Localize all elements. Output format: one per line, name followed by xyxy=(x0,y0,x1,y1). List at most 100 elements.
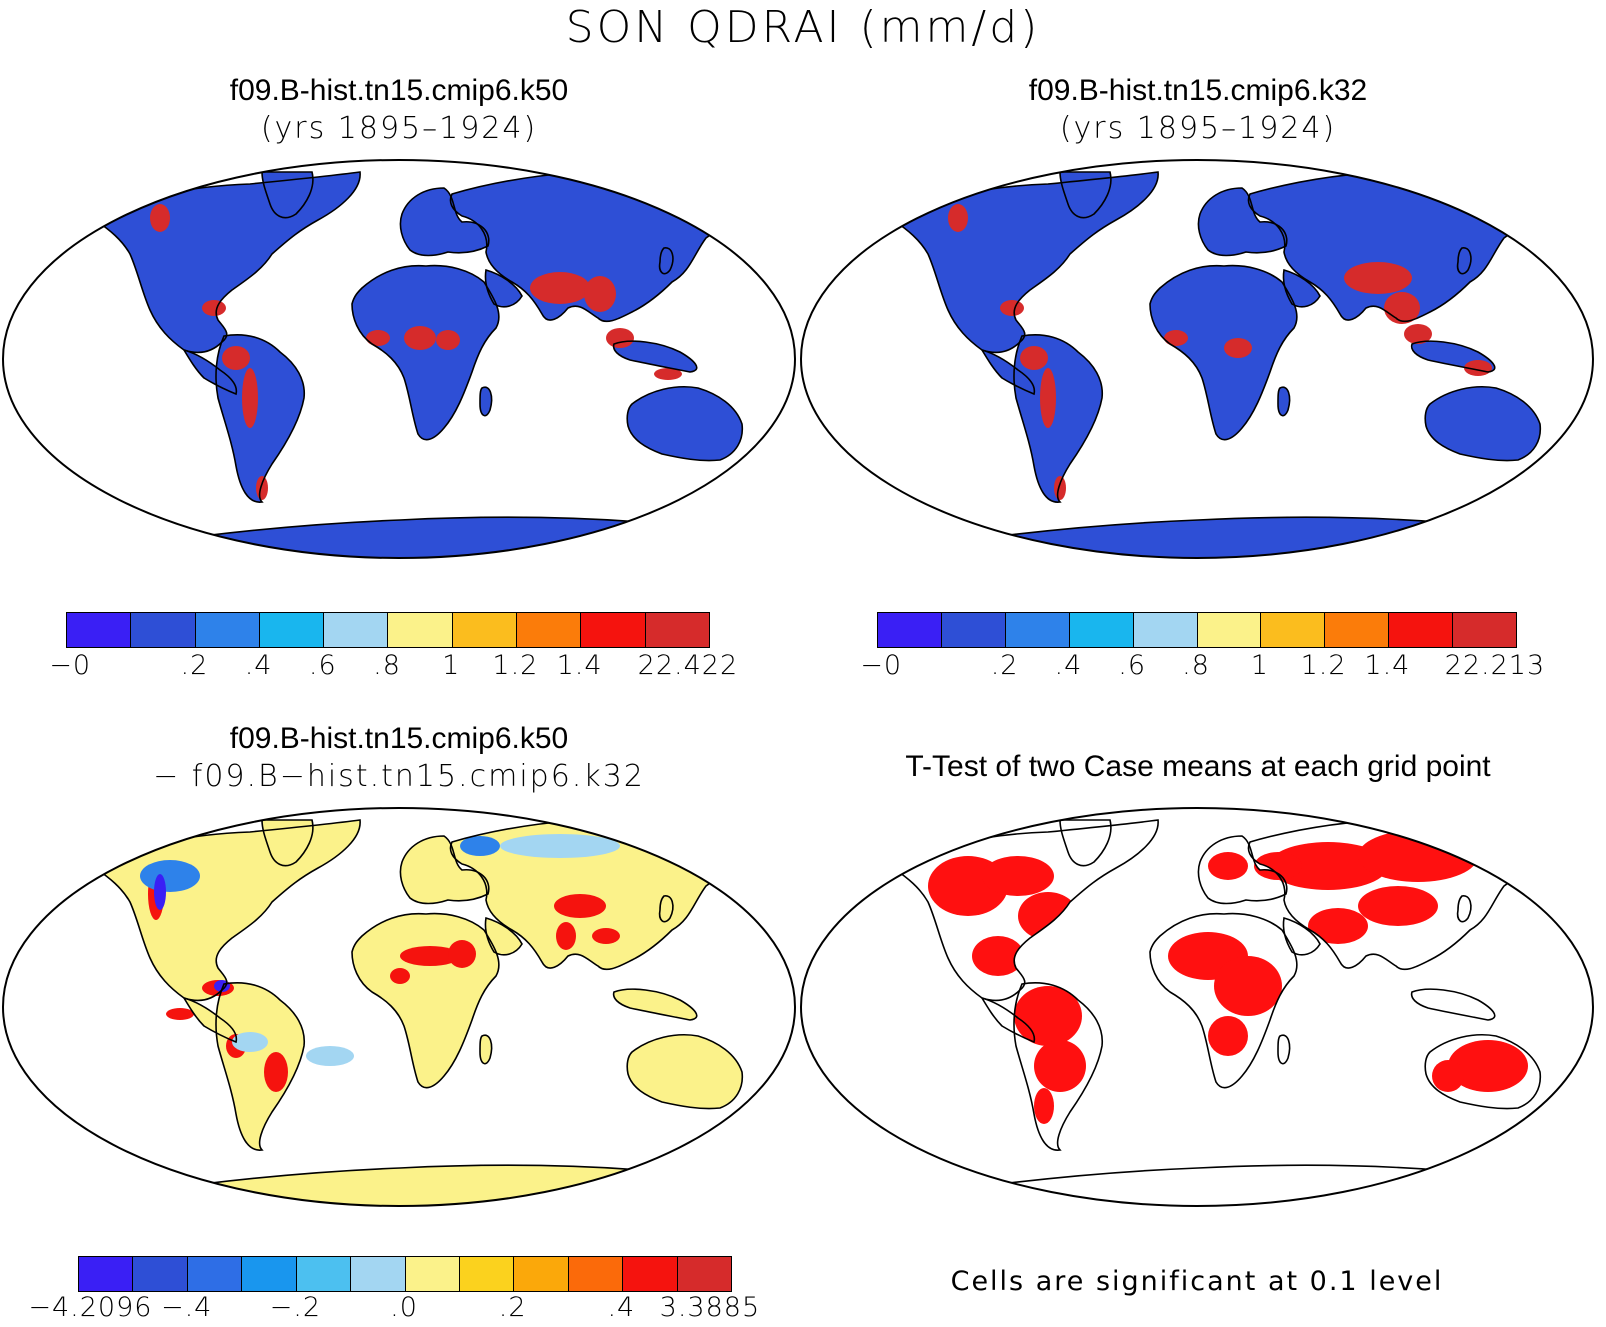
coastline-north-america xyxy=(891,171,1159,354)
land-north-america xyxy=(893,172,1159,353)
significant-cell xyxy=(1432,1060,1464,1092)
high-value-region xyxy=(166,1008,194,1020)
colorbar-swatch xyxy=(79,1257,134,1291)
land-madagascar xyxy=(480,387,492,416)
map-border xyxy=(800,159,1594,559)
land-japan xyxy=(659,247,673,274)
coastline-se-asia-islands xyxy=(1410,340,1496,373)
coastline-europe xyxy=(399,187,490,257)
land-greenland xyxy=(1060,172,1111,218)
colorbar-swatch xyxy=(459,1257,515,1291)
coastline-madagascar xyxy=(1277,1034,1291,1065)
colorbar-tick-label: −.4 xyxy=(160,1292,213,1323)
colorbar-swatch xyxy=(259,613,325,647)
figure-title: SON QDRAI (mm/d) xyxy=(565,2,1041,53)
coastline-greenland xyxy=(261,819,314,867)
map-k50 xyxy=(2,159,796,559)
significant-cell xyxy=(1208,852,1248,880)
colorbar-tick-label: 22.213 xyxy=(1444,650,1546,681)
land-antarctica xyxy=(948,1165,1550,1206)
land-south-america xyxy=(1014,334,1103,503)
high-value-region xyxy=(256,476,268,500)
colorbar-swatch xyxy=(581,613,646,647)
colorbar-tick-label: .4 xyxy=(607,1292,636,1323)
colorbar-swatch xyxy=(1261,613,1326,647)
colorbar-tick-label: .2 xyxy=(990,650,1019,681)
significance-note: Cells are significant at 0.1 level xyxy=(950,1266,1444,1297)
colorbar-swatch xyxy=(1069,613,1134,647)
map-diff xyxy=(2,807,796,1207)
coastline-south-america xyxy=(215,334,305,503)
land-south-america xyxy=(216,334,305,503)
colorbar-swatch xyxy=(568,1257,624,1291)
panel-k50-title-line2: (yrs 1895–1924) xyxy=(260,111,538,146)
coastline-new-zealand xyxy=(752,1091,765,1118)
colorbar-swatch xyxy=(1325,613,1390,647)
high-value-region xyxy=(400,946,460,966)
coastline-madagascar xyxy=(1277,386,1291,417)
high-value-region xyxy=(448,940,476,968)
colorbar-swatch xyxy=(242,1257,297,1291)
high-value-region xyxy=(1224,338,1252,358)
colorbar-tick-label: −4.2096 xyxy=(28,1292,153,1323)
land-madagascar xyxy=(480,1035,492,1064)
coastline-europe xyxy=(1197,187,1288,257)
low-value-region xyxy=(232,1032,268,1052)
land-australia xyxy=(1425,386,1541,461)
high-value-region xyxy=(592,928,620,944)
high-value-region xyxy=(202,300,226,316)
colorbar-tick-label: 1.2 xyxy=(1300,650,1347,681)
colorbar-swatch xyxy=(517,613,582,647)
coastline-north-america xyxy=(93,819,361,1002)
colorbar-tick-label: .6 xyxy=(308,650,337,681)
colorbar-tick-label: .2 xyxy=(498,1292,527,1323)
land-arabia xyxy=(485,270,522,307)
land-greenland xyxy=(262,172,313,218)
coastline-south-america xyxy=(1013,334,1103,503)
coastline-south-america xyxy=(1013,982,1103,1151)
land-japan xyxy=(1457,247,1471,274)
colorbar-tick-label: 1 xyxy=(1250,650,1269,681)
coastline-africa xyxy=(1149,264,1298,441)
colorbar-swatch xyxy=(623,1257,678,1291)
panel-k50-title: f09.B-hist.tn15.cmip6.k50 (yrs 1895–1924… xyxy=(0,72,798,148)
colorbar-swatch xyxy=(941,613,1006,647)
colorbar-tick-label: 1.4 xyxy=(556,650,603,681)
land-se-asia-islands xyxy=(1411,989,1495,1020)
significant-cell xyxy=(1308,908,1368,944)
land-japan xyxy=(1457,895,1471,922)
land-antarctica xyxy=(150,517,752,558)
panel-diff-title-line2: − f09.B−hist.tn15.cmip6.k32 xyxy=(153,759,645,794)
coastline-central-america xyxy=(182,996,238,1044)
high-value-region xyxy=(150,204,170,232)
colorbar-k50-labels: −0 .2 .4 .6 .8 1 1.2 1.4 22.422 xyxy=(49,650,737,684)
high-value-region xyxy=(1404,324,1432,344)
land-north-america xyxy=(95,820,361,1001)
high-value-region xyxy=(264,1052,288,1092)
colorbar-tick-label: −.2 xyxy=(269,1292,322,1323)
colorbar-swatch xyxy=(514,1257,569,1291)
coastline-africa xyxy=(351,264,500,441)
colorbar-swatch xyxy=(645,613,709,647)
colorbar-swatch xyxy=(1005,613,1070,647)
coastline-australia xyxy=(1424,385,1542,462)
colorbar-swatch xyxy=(195,613,260,647)
coastline-se-asia-islands xyxy=(1410,988,1496,1021)
colorbar-swatch xyxy=(878,613,942,647)
significant-cell xyxy=(1448,1040,1528,1092)
land-japan xyxy=(659,895,673,922)
high-value-region xyxy=(606,328,634,348)
colorbar-swatch xyxy=(452,613,518,647)
coastline-africa xyxy=(351,912,500,1089)
low-value-region xyxy=(306,1046,354,1066)
map-border xyxy=(2,159,796,559)
coastline-greenland xyxy=(1059,819,1112,867)
coastline-madagascar xyxy=(479,1034,493,1065)
land-new-zealand xyxy=(753,443,765,469)
low-value-region xyxy=(460,836,500,856)
coastline-south-america xyxy=(215,982,305,1151)
land-australia xyxy=(627,386,743,461)
significant-cell xyxy=(1268,842,1388,890)
land-antarctica xyxy=(150,1165,752,1206)
high-value-region xyxy=(222,346,250,370)
